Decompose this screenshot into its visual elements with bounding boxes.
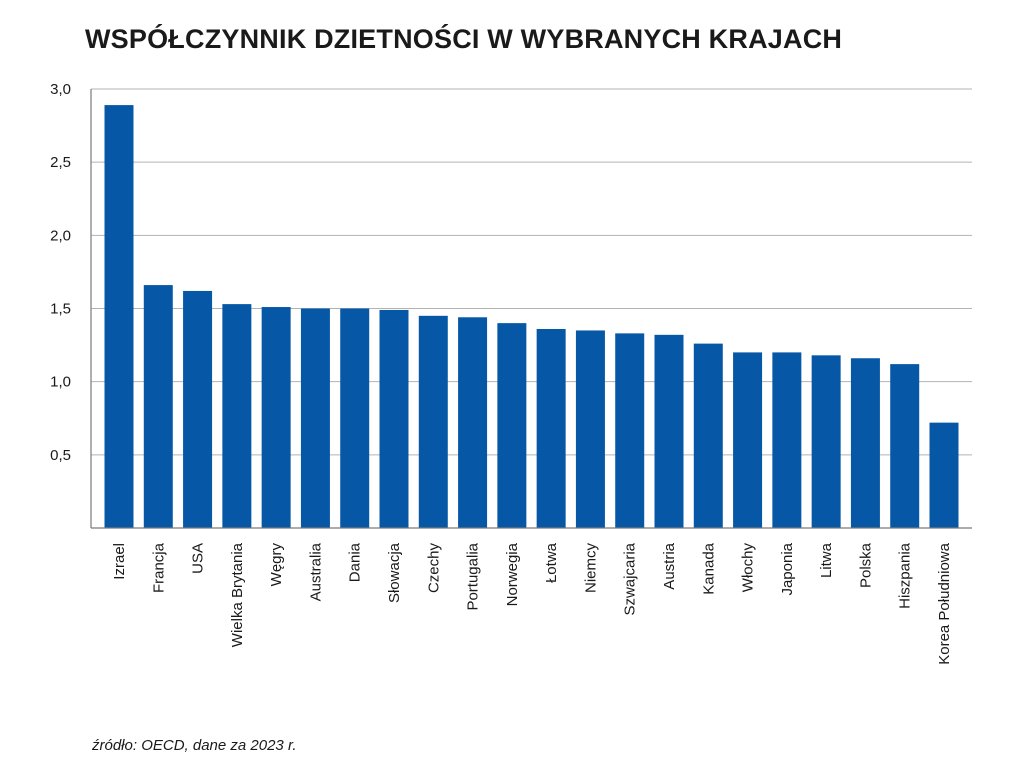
y-axis-tick-labels: 0,5 1,0 1,5 2,0 2,5 3,0 xyxy=(50,81,71,464)
y-tick-label: 0,5 xyxy=(50,447,71,464)
bar xyxy=(811,355,841,528)
bar xyxy=(340,308,370,528)
bar xyxy=(772,352,802,528)
bar xyxy=(379,309,409,528)
x-category-label: Słowacja xyxy=(386,542,403,603)
bar xyxy=(104,105,134,528)
bar xyxy=(536,328,566,528)
bar xyxy=(733,352,763,528)
x-axis-category-labels: Izrael Francja USA Wielka Brytania Węgry Aust… xyxy=(111,542,953,664)
y-tick-label: 2,0 xyxy=(50,227,71,244)
bar xyxy=(458,317,488,528)
chart-title: WSPÓŁCZYNNIK DZIETNOŚCI W WYBRANYCH KRAJ… xyxy=(85,24,843,54)
bar xyxy=(300,308,330,528)
source-note: źródło: OECD, dane za 2023 r. xyxy=(92,737,297,754)
bar xyxy=(693,343,723,528)
x-category-label: Portugalia xyxy=(465,542,482,610)
y-tick-label: 3,0 xyxy=(50,81,71,98)
x-category-label: Hiszpania xyxy=(897,542,914,609)
x-category-label: Izrael xyxy=(111,543,128,580)
x-category-label: Francja xyxy=(150,542,167,593)
bar xyxy=(222,304,252,528)
x-category-label: Łotwa xyxy=(543,542,560,583)
bars xyxy=(104,105,959,528)
axes xyxy=(90,89,972,529)
x-category-label: Wielka Brytania xyxy=(229,542,246,647)
bar xyxy=(143,285,173,528)
x-category-label: Australia xyxy=(307,542,324,601)
x-category-label: Polska xyxy=(857,542,874,588)
y-tick-label: 2,5 xyxy=(50,154,71,171)
bar xyxy=(418,315,448,528)
x-category-label: Kanada xyxy=(700,542,717,594)
x-category-label: Japonia xyxy=(779,542,796,595)
x-category-label: Austria xyxy=(661,542,678,589)
y-tick-label: 1,0 xyxy=(50,374,71,391)
x-category-label: Norwegia xyxy=(504,542,521,606)
bar xyxy=(497,323,527,528)
bar xyxy=(183,290,213,528)
bar xyxy=(890,364,920,528)
bar xyxy=(929,422,959,528)
x-category-label: Litwa xyxy=(818,542,835,578)
bar xyxy=(654,334,684,528)
x-category-label: USA xyxy=(190,543,207,574)
bar xyxy=(850,358,880,528)
x-category-label: Dania xyxy=(347,542,364,582)
x-category-label: Korea Południowa xyxy=(936,542,953,664)
bar xyxy=(261,307,291,528)
x-category-label: Włochy xyxy=(740,543,757,593)
x-category-label: Szwajcaria xyxy=(622,542,639,615)
x-category-label: Węgry xyxy=(268,543,285,587)
x-category-label: Niemcy xyxy=(582,543,599,594)
bar xyxy=(615,333,645,528)
bar xyxy=(575,330,605,528)
y-tick-label: 1,5 xyxy=(50,301,71,318)
x-category-label: Czechy xyxy=(425,543,442,594)
